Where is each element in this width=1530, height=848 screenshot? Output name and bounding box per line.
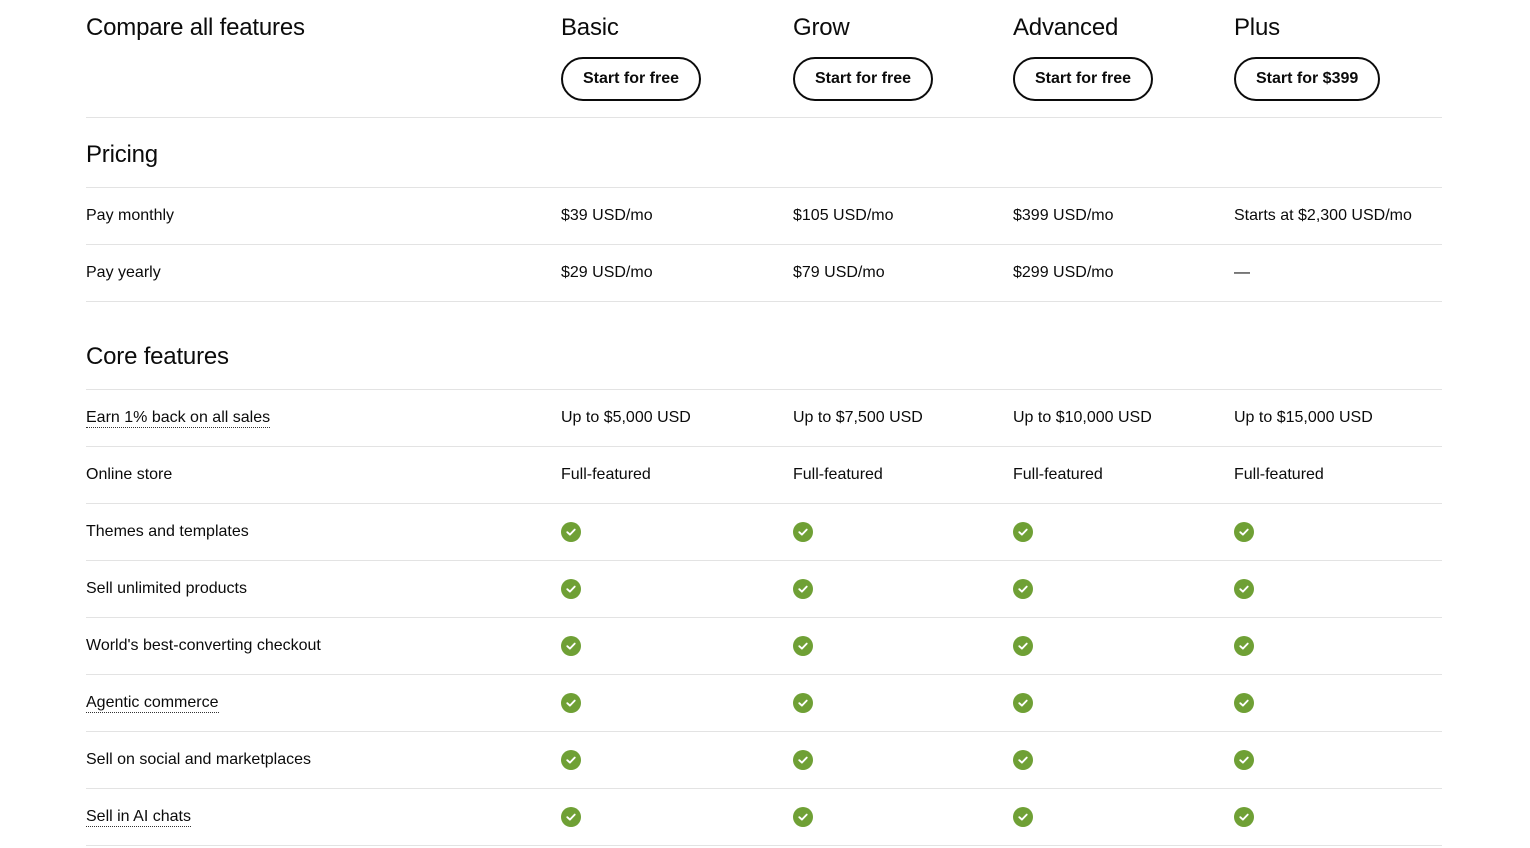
check-circle-icon	[1234, 807, 1254, 827]
check-circle-icon	[1013, 579, 1033, 599]
section-title-core-features: Core features	[86, 343, 229, 370]
table-row: Pay yearly $29 USD/mo $79 USD/mo $299 US…	[86, 245, 1442, 302]
start-button-grow[interactable]: Start for free	[793, 57, 934, 101]
cell-value: Up to $10,000 USD	[1013, 409, 1152, 426]
table-row: Themes and templates	[86, 504, 1442, 561]
row-label: Pay yearly	[86, 264, 161, 281]
price-basic-monthly: $39 USD/mo	[561, 207, 653, 224]
table-row: Sell on social and marketplaces	[86, 732, 1442, 789]
comparison-header: Compare all features Basic Start for fre…	[86, 0, 1442, 118]
check-circle-icon	[1234, 750, 1254, 770]
section-core-features: Core features	[86, 302, 1442, 390]
plan-name-advanced: Advanced	[1013, 14, 1119, 41]
row-label: Pay monthly	[86, 207, 175, 224]
cell-value: Full-featured	[1234, 466, 1324, 483]
check-circle-icon	[561, 522, 581, 542]
feature-comparison-table: Compare all features Basic Start for fre…	[86, 0, 1442, 846]
table-row: World's best-converting checkout	[86, 618, 1442, 675]
price-grow-monthly: $105 USD/mo	[793, 207, 894, 224]
check-circle-icon	[793, 636, 813, 656]
cell-value: Full-featured	[1013, 466, 1103, 483]
check-circle-icon	[561, 807, 581, 827]
table-row: Agentic commerce	[86, 675, 1442, 732]
plan-name-plus: Plus	[1234, 14, 1280, 41]
start-button-basic[interactable]: Start for free	[561, 57, 702, 101]
price-plus-monthly: Starts at $2,300 USD/mo	[1234, 207, 1412, 224]
section-pricing: Pricing	[86, 118, 1442, 188]
page-title: Compare all features	[86, 14, 305, 41]
plan-name-grow: Grow	[793, 14, 850, 41]
check-circle-icon	[793, 579, 813, 599]
feature-link[interactable]: Sell in AI chats	[86, 807, 191, 827]
row-label: World's best-converting checkout	[86, 637, 321, 654]
row-label: Sell on social and marketplaces	[86, 751, 312, 768]
check-circle-icon	[561, 693, 581, 713]
price-plus-yearly: —	[1234, 264, 1250, 281]
check-circle-icon	[793, 693, 813, 713]
cell-value: Full-featured	[561, 466, 651, 483]
cell-value: Up to $15,000 USD	[1234, 409, 1373, 426]
price-grow-yearly: $79 USD/mo	[793, 264, 885, 281]
row-label[interactable]: Sell in AI chats	[86, 789, 191, 845]
check-circle-icon	[1234, 636, 1254, 656]
check-circle-icon	[1234, 522, 1254, 542]
table-row: Sell in AI chats	[86, 789, 1442, 846]
section-title-pricing: Pricing	[86, 141, 158, 168]
plan-name-basic: Basic	[561, 14, 619, 41]
feature-link[interactable]: Earn 1% back on all sales	[86, 408, 271, 428]
row-label[interactable]: Agentic commerce	[86, 675, 219, 731]
start-button-advanced[interactable]: Start for free	[1013, 57, 1154, 101]
row-label: Themes and templates	[86, 523, 249, 540]
check-circle-icon	[561, 579, 581, 599]
table-row: Online store Full-featured Full-featured…	[86, 447, 1442, 504]
table-row: Pay monthly $39 USD/mo $105 USD/mo $399 …	[86, 188, 1442, 245]
price-basic-yearly: $29 USD/mo	[561, 264, 653, 281]
check-circle-icon	[1013, 693, 1033, 713]
table-row: Earn 1% back on all sales Up to $5,000 U…	[86, 390, 1442, 447]
check-circle-icon	[1234, 579, 1254, 599]
check-circle-icon	[1234, 693, 1254, 713]
cell-value: Up to $7,500 USD	[793, 409, 923, 426]
row-label[interactable]: Earn 1% back on all sales	[86, 390, 271, 446]
check-circle-icon	[561, 636, 581, 656]
check-circle-icon	[1013, 522, 1033, 542]
check-circle-icon	[793, 522, 813, 542]
price-advanced-monthly: $399 USD/mo	[1013, 207, 1114, 224]
row-label: Online store	[86, 466, 173, 483]
check-circle-icon	[1013, 750, 1033, 770]
price-advanced-yearly: $299 USD/mo	[1013, 264, 1114, 281]
table-row: Sell unlimited products	[86, 561, 1442, 618]
check-circle-icon	[793, 807, 813, 827]
check-circle-icon	[561, 750, 581, 770]
start-button-plus[interactable]: Start for $399	[1234, 57, 1381, 101]
check-circle-icon	[1013, 807, 1033, 827]
check-circle-icon	[1013, 636, 1033, 656]
feature-link[interactable]: Agentic commerce	[86, 693, 219, 713]
cell-value: Full-featured	[793, 466, 883, 483]
row-label: Sell unlimited products	[86, 580, 247, 597]
cell-value: Up to $5,000 USD	[561, 409, 691, 426]
check-circle-icon	[793, 750, 813, 770]
